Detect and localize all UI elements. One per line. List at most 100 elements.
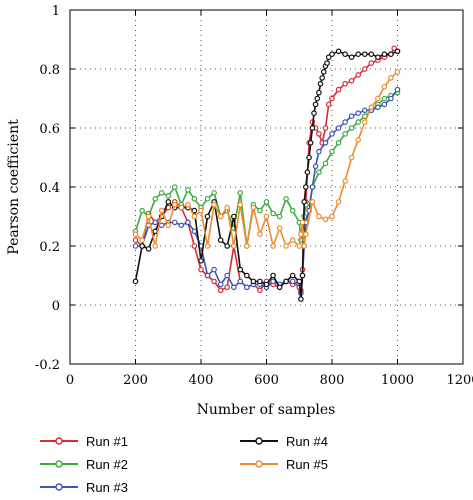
data-point: [224, 272, 231, 279]
data-point: [191, 228, 198, 235]
data-point: [152, 219, 159, 226]
data-point: [375, 95, 381, 102]
data-point: [152, 228, 159, 235]
data-point: [299, 219, 306, 226]
data-point: [276, 225, 283, 232]
data-point: [299, 272, 306, 279]
data-point: [391, 45, 398, 52]
data-point: [388, 51, 394, 58]
data-point: [244, 272, 250, 279]
data-point: [355, 137, 362, 143]
data-point: [342, 81, 348, 87]
data-point: [348, 54, 355, 61]
legend: Run #1 Run #2 Run #3 Run #4 Run #5: [40, 434, 328, 495]
data-point: [361, 51, 368, 58]
data-point: [309, 184, 316, 190]
data-point: [296, 243, 303, 249]
data-point: [355, 110, 362, 117]
x-tick-label: 200: [123, 373, 148, 388]
data-point: [289, 272, 296, 279]
series-line: [134, 47, 399, 292]
data-point: [231, 213, 237, 220]
series-5: [132, 69, 401, 249]
data-point: [348, 113, 355, 120]
data-point: [204, 272, 211, 279]
data-point: [298, 231, 304, 238]
x-tick-label: 800: [320, 373, 345, 388]
data-point: [185, 201, 191, 208]
data-point: [158, 222, 165, 229]
data-point: [139, 243, 145, 249]
y-tick-label: 0.2: [39, 240, 60, 255]
data-point: [342, 51, 348, 58]
data-point: [289, 278, 296, 285]
x-tick-label: 400: [189, 373, 214, 388]
data-point: [312, 163, 319, 170]
data-point: [298, 296, 304, 302]
data-point: [244, 243, 250, 249]
data-point: [191, 243, 198, 249]
data-point: [237, 201, 244, 208]
data-point: [152, 196, 159, 202]
axis-ticks: 0 200 400 600 800 1000 1200 -0.2 0 0.2 0.4 0.6 0.8 1: [35, 4, 473, 388]
data-point: [132, 231, 139, 238]
data-point: [145, 213, 152, 220]
data-point: [304, 169, 311, 176]
data-point: [198, 207, 204, 214]
data-point: [283, 243, 289, 249]
data-point: [217, 213, 224, 220]
data-point: [178, 204, 185, 211]
x-tick-label: 1000: [381, 373, 414, 388]
legend-label: Run #1: [86, 434, 128, 449]
data-point: [329, 131, 335, 137]
data-point: [145, 246, 152, 252]
data-point: [306, 154, 312, 161]
data-point: [270, 278, 276, 285]
data-point: [394, 48, 401, 55]
data-point: [296, 278, 303, 285]
series-line: [135, 89, 399, 295]
data-point: [319, 75, 326, 81]
data-point: [198, 257, 204, 264]
data-point: [348, 78, 355, 84]
data-point: [224, 243, 231, 249]
data-point: [132, 237, 139, 243]
legend-marker: [255, 460, 263, 468]
data-point: [172, 184, 178, 190]
legend-label: Run #3: [86, 480, 128, 495]
data-point: [394, 69, 401, 75]
legend-marker: [255, 437, 263, 445]
data-point: [355, 119, 362, 125]
series-group: [132, 45, 401, 302]
data-point: [329, 213, 335, 220]
data-point: [211, 266, 217, 273]
data-point: [381, 95, 388, 102]
data-point: [355, 72, 362, 78]
grid: [70, 10, 463, 364]
data-point: [283, 196, 289, 202]
data-point: [388, 75, 394, 81]
data-point: [316, 148, 322, 155]
data-point: [191, 207, 198, 214]
legend-item: Run #1: [40, 434, 128, 449]
data-point: [329, 95, 335, 102]
data-point: [211, 190, 217, 196]
data-point: [263, 199, 270, 205]
data-point: [324, 60, 330, 66]
data-point: [165, 222, 172, 229]
y-tick-label: -0.2: [35, 358, 60, 373]
data-point: [335, 48, 342, 55]
data-point: [381, 51, 388, 58]
data-point: [322, 160, 329, 167]
y-tick-label: 0.6: [39, 122, 60, 137]
legend-item: Run #2: [40, 457, 128, 472]
data-point: [335, 86, 342, 93]
data-point: [139, 207, 145, 214]
data-point: [132, 278, 139, 285]
data-point: [257, 231, 263, 238]
legend-marker: [55, 460, 63, 468]
data-point: [309, 199, 316, 205]
data-point: [322, 216, 329, 223]
legend-item: Run #4: [240, 434, 328, 449]
